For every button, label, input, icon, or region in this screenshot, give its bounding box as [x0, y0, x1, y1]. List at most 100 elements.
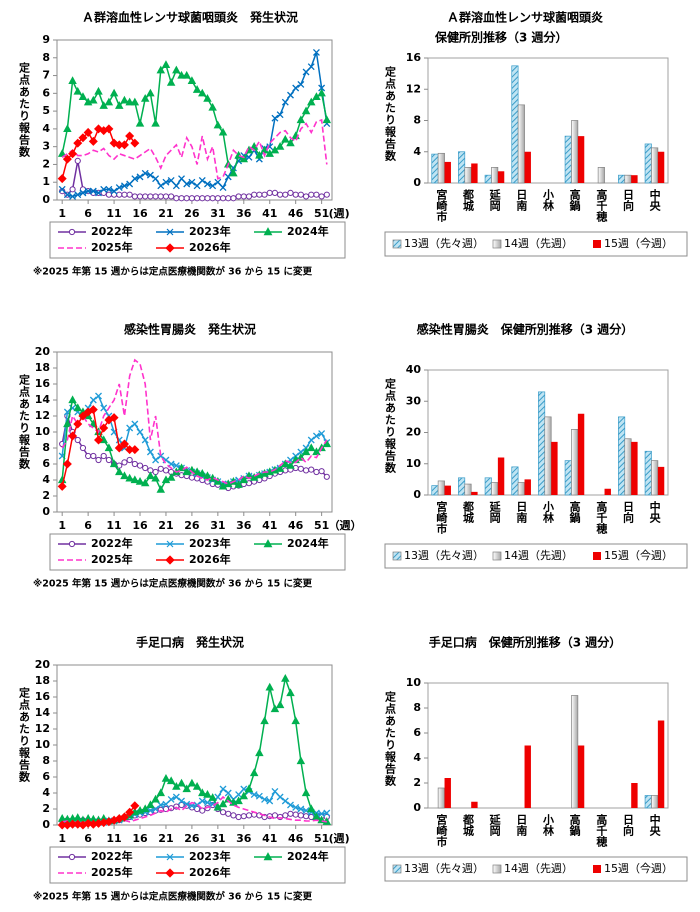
x-tick-label: 41 [262, 207, 277, 220]
point [308, 191, 315, 198]
point [125, 131, 135, 141]
point [297, 465, 304, 472]
point [277, 191, 284, 198]
point [142, 464, 149, 472]
point [318, 468, 325, 475]
point [261, 795, 269, 803]
legend-swatch [492, 239, 502, 249]
y-tick-label: 10 [406, 676, 422, 689]
x-tick-label: 6 [84, 207, 92, 220]
legend-swatch [392, 864, 402, 874]
point [198, 468, 207, 477]
point [313, 468, 320, 476]
point [146, 800, 155, 809]
legend-label: 2024年 [287, 849, 329, 863]
point [89, 187, 97, 195]
point [260, 716, 269, 725]
point [204, 195, 211, 202]
point [157, 465, 164, 472]
point [79, 444, 87, 452]
y-tick-label: 6 [42, 457, 50, 470]
point [120, 182, 128, 190]
legend-marker [166, 540, 174, 548]
legend-label: 2022年 [91, 224, 133, 238]
point [292, 84, 300, 92]
point [302, 813, 310, 820]
point [188, 474, 196, 481]
point [120, 471, 129, 480]
legend-swatch [492, 864, 502, 874]
point [156, 484, 166, 493]
point [203, 94, 212, 102]
x-tick-label: 46 [288, 519, 304, 532]
legend-label: 2025年 [91, 865, 133, 879]
point [271, 114, 279, 122]
x-tick-label: 日南 [515, 501, 528, 524]
point [302, 193, 310, 200]
x-tick-label: 31 [210, 207, 225, 220]
bar [644, 795, 652, 809]
legend-label: 2023年 [189, 849, 231, 863]
point [126, 191, 133, 198]
point [199, 807, 206, 814]
y-tick-label: 0 [42, 818, 50, 831]
legend-swatch [392, 239, 402, 249]
point [131, 175, 139, 183]
bar [571, 429, 579, 496]
x-tick-label: 小林 [542, 500, 556, 524]
legend-marker [263, 852, 273, 861]
point [271, 787, 279, 795]
point [192, 85, 202, 93]
legend-box [384, 543, 688, 569]
point [275, 142, 285, 150]
point [245, 480, 253, 487]
point [172, 65, 181, 74]
point [198, 176, 206, 184]
point [317, 88, 326, 97]
point [63, 419, 72, 428]
point [168, 193, 175, 200]
point [307, 97, 316, 106]
point [140, 478, 150, 487]
legend-label: 2025年 [91, 240, 133, 254]
x-tick-label: 36 [236, 207, 252, 220]
point [318, 84, 326, 92]
point [286, 138, 295, 147]
point [276, 793, 284, 801]
series-line [61, 118, 328, 180]
point [68, 395, 77, 404]
x-tick-label: 小林 [542, 188, 556, 212]
x-tick-label: 11 [106, 519, 121, 532]
x-tick-label: 41 [262, 832, 277, 845]
point [234, 796, 243, 805]
point [126, 456, 133, 464]
series-line [61, 52, 328, 198]
legend-label: 2024年 [287, 536, 329, 550]
x-tick-label: 11 [106, 207, 121, 220]
point [136, 428, 144, 436]
x-tick-label: 51 [314, 519, 329, 532]
point [166, 78, 176, 86]
point [192, 467, 202, 476]
y-tick-label: 8 [42, 51, 50, 64]
point [323, 191, 330, 198]
point [146, 448, 154, 456]
point [147, 193, 154, 200]
x-tick-label: 51 [314, 832, 329, 845]
y-tick-label: 8 [413, 701, 421, 714]
point [162, 193, 170, 200]
point [239, 154, 249, 163]
point [281, 459, 290, 468]
point [302, 807, 310, 815]
y-tick-label: 20 [35, 658, 51, 671]
point [151, 794, 160, 803]
point [69, 192, 77, 200]
point [296, 756, 306, 765]
bar [657, 466, 665, 495]
point [104, 124, 114, 134]
point [73, 86, 82, 95]
point [266, 189, 273, 196]
y-tick-label: 4 [42, 786, 50, 799]
legend-label: 2026年 [189, 552, 231, 566]
